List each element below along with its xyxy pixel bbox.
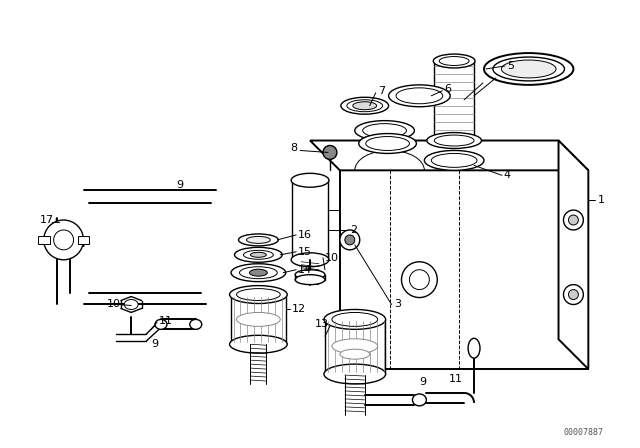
Ellipse shape: [360, 134, 410, 151]
Ellipse shape: [295, 275, 325, 284]
Ellipse shape: [439, 56, 469, 65]
Ellipse shape: [427, 133, 481, 148]
Ellipse shape: [237, 289, 280, 301]
Ellipse shape: [347, 100, 383, 112]
Text: 9: 9: [176, 180, 183, 190]
Text: 12: 12: [292, 305, 307, 314]
Text: 7: 7: [378, 86, 385, 96]
Bar: [325, 319, 385, 374]
Text: 11: 11: [449, 374, 463, 384]
Text: 11: 11: [159, 316, 173, 327]
Text: 16: 16: [298, 230, 312, 240]
Text: 1: 1: [598, 195, 605, 205]
Ellipse shape: [291, 173, 329, 187]
Bar: [435, 61, 474, 141]
Circle shape: [563, 284, 583, 305]
Ellipse shape: [124, 300, 138, 310]
Ellipse shape: [332, 312, 378, 326]
Text: 14: 14: [298, 265, 312, 275]
Circle shape: [340, 230, 360, 250]
Ellipse shape: [355, 121, 415, 141]
Ellipse shape: [324, 310, 385, 329]
Ellipse shape: [435, 135, 474, 146]
Text: 6: 6: [444, 84, 451, 94]
Ellipse shape: [155, 319, 167, 329]
Ellipse shape: [295, 270, 325, 280]
Text: 9: 9: [151, 339, 158, 349]
Polygon shape: [310, 141, 588, 170]
Bar: [292, 180, 328, 260]
Ellipse shape: [230, 286, 287, 303]
Text: 13: 13: [315, 319, 329, 329]
Text: 10: 10: [325, 253, 339, 263]
Ellipse shape: [341, 97, 388, 114]
Ellipse shape: [353, 102, 377, 110]
Ellipse shape: [396, 88, 443, 104]
Circle shape: [44, 220, 83, 260]
Text: 8: 8: [290, 143, 298, 154]
Text: 15: 15: [298, 247, 312, 257]
Ellipse shape: [468, 338, 480, 358]
Circle shape: [54, 230, 74, 250]
Text: 10: 10: [106, 300, 120, 310]
Circle shape: [568, 215, 579, 225]
Ellipse shape: [230, 335, 287, 353]
Ellipse shape: [484, 53, 573, 85]
Text: 17: 17: [40, 215, 54, 225]
Ellipse shape: [324, 364, 385, 384]
Text: 2: 2: [350, 225, 357, 235]
Ellipse shape: [365, 137, 410, 151]
Ellipse shape: [237, 312, 280, 326]
Ellipse shape: [239, 234, 278, 246]
Text: 00007887: 00007887: [563, 428, 604, 437]
Ellipse shape: [501, 60, 556, 78]
Circle shape: [345, 235, 355, 245]
Ellipse shape: [363, 124, 406, 138]
Circle shape: [410, 270, 429, 289]
Polygon shape: [340, 170, 588, 369]
Ellipse shape: [243, 250, 273, 259]
Ellipse shape: [493, 57, 564, 81]
Ellipse shape: [424, 151, 484, 170]
Ellipse shape: [246, 237, 270, 243]
Ellipse shape: [412, 394, 426, 406]
Ellipse shape: [388, 85, 450, 107]
Ellipse shape: [332, 339, 378, 353]
Circle shape: [568, 289, 579, 300]
Circle shape: [563, 210, 583, 230]
Bar: [77, 236, 90, 244]
Ellipse shape: [190, 319, 202, 329]
Circle shape: [323, 146, 337, 159]
Ellipse shape: [234, 247, 282, 262]
Ellipse shape: [340, 349, 370, 359]
Ellipse shape: [433, 54, 475, 68]
Ellipse shape: [231, 264, 285, 282]
Ellipse shape: [291, 253, 329, 267]
Text: 4: 4: [504, 170, 511, 180]
Ellipse shape: [250, 269, 268, 276]
Ellipse shape: [359, 134, 417, 154]
Text: 3: 3: [394, 300, 401, 310]
Text: 9: 9: [419, 377, 426, 387]
Ellipse shape: [431, 154, 477, 168]
Polygon shape: [559, 141, 588, 369]
Text: 5: 5: [507, 61, 514, 71]
Ellipse shape: [250, 252, 266, 257]
Ellipse shape: [239, 267, 277, 279]
Circle shape: [401, 262, 437, 297]
Bar: [230, 294, 286, 344]
Bar: [38, 236, 50, 244]
